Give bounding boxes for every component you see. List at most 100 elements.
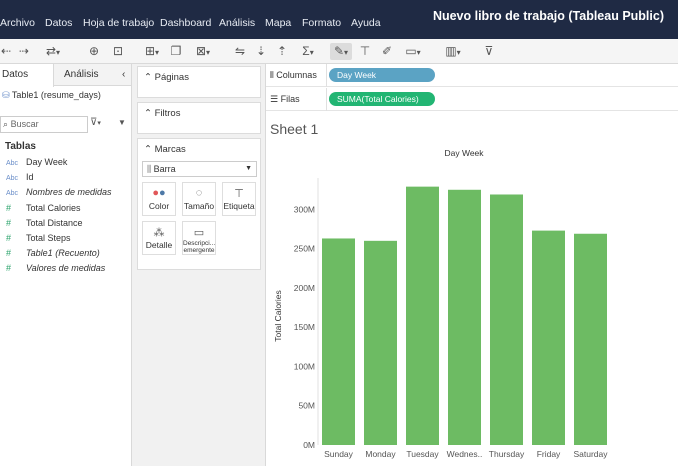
field-item[interactable]: Abc Id (6, 172, 34, 186)
marks-card-title: Marcas (154, 144, 186, 155)
pane-menu-dropdown-icon[interactable]: ▼ (118, 118, 126, 127)
columns-shelf[interactable]: ⫴ Columnas Day Week (266, 64, 678, 87)
undo-icon[interactable]: ⇠ (0, 44, 12, 58)
sheet-title: Sheet 1 (270, 121, 319, 137)
menu-formato[interactable]: Formato (302, 17, 342, 29)
menu-bar: Archivo Datos Hoja de trabajo Dashboard … (0, 0, 678, 39)
menu-archivo[interactable]: Archivo (0, 17, 36, 29)
y-tick-label: 100M (294, 361, 315, 371)
field-name: Valores de medidas (26, 263, 106, 273)
marks-tooltip-label: Descripci... emergente (183, 240, 216, 254)
highlight-icon[interactable]: ✎▾ (330, 43, 352, 60)
bar[interactable] (448, 189, 481, 445)
filter-fields-icon[interactable]: ⊽▾ (90, 117, 101, 128)
x-tick-label: Saturday (573, 449, 608, 459)
collapse-caret-icon[interactable]: ⌃ (144, 108, 152, 119)
menu-datos[interactable]: Datos (45, 17, 73, 29)
menu-mapa[interactable]: Mapa (265, 17, 292, 29)
rows-shelf[interactable]: ☰ Filas SUMA(Total Calories) (266, 88, 678, 111)
rows-icon: ☰ (270, 94, 279, 104)
marks-label-label: Etiqueta (223, 201, 255, 211)
field-name: Day Week (26, 157, 68, 167)
datasource-name: Table1 (resume_days) (11, 90, 101, 100)
field-search-input[interactable]: ⌕ Buscar (0, 116, 88, 133)
menu-dashboard[interactable]: Dashboard (160, 17, 212, 29)
presentation-icon[interactable]: ⊽ (484, 44, 494, 58)
duplicate-sheet-icon[interactable]: ❐ (170, 44, 182, 58)
y-tick-label: 150M (294, 322, 315, 332)
bar[interactable] (490, 194, 523, 445)
fit-icon[interactable]: ▭▾ (405, 44, 421, 58)
search-icon: ⌕ (3, 119, 9, 129)
data-pane: Datos Análisis ‹ ⛁ Table1 (resume_days) … (0, 64, 132, 466)
totals-icon[interactable]: Σ▾ (302, 44, 314, 58)
redo-icon[interactable]: ⇢ (18, 44, 30, 58)
bar[interactable] (406, 186, 439, 445)
cards-pane: ⌃ Páginas ⌃ Filtros ⌃ Marcas ⫼ Barra ▼ ●… (132, 64, 266, 466)
label-icon: ⊤ (234, 188, 244, 200)
detail-icon: ⁂ (153, 227, 165, 239)
y-axis-title: Total Calories (273, 290, 283, 342)
pause-updates-icon[interactable]: ⊡ (112, 44, 124, 58)
replay-icon[interactable]: ⇄▾ (45, 44, 61, 58)
sort-descending-icon[interactable]: ⇡ (276, 44, 288, 58)
show-labels-icon[interactable]: ⊤ (359, 44, 371, 58)
marks-size-button[interactable]: ◌ Tamaño (182, 182, 216, 216)
new-datasource-icon[interactable]: ⊕ (88, 44, 100, 58)
format-icon[interactable]: ✐ (381, 44, 393, 58)
shelf-divider (326, 64, 327, 87)
sort-ascending-icon[interactable]: ⇣ (255, 44, 267, 58)
menu-analisis[interactable]: Análisis (219, 17, 256, 29)
field-item[interactable]: # Table1 (Recuento) (6, 248, 100, 262)
bar[interactable] (574, 233, 607, 445)
new-worksheet-icon[interactable]: ⊞▾ (144, 44, 160, 58)
chevron-down-icon: ▼ (245, 165, 252, 172)
field-item[interactable]: Abc Nombres de medidas (6, 187, 112, 201)
x-tick-label: Friday (537, 449, 561, 459)
marks-detail-button[interactable]: ⁂ Detalle (142, 221, 176, 255)
bar-series (322, 186, 607, 445)
clear-sheet-icon[interactable]: ⊠▾ (195, 44, 211, 58)
tab-analisis[interactable]: Análisis (64, 69, 99, 80)
section-tables-title: Tablas (5, 141, 36, 152)
number-type-icon: # (6, 203, 12, 213)
field-name: Id (26, 172, 34, 182)
swap-icon[interactable]: ⇋ (234, 44, 246, 58)
field-item[interactable]: # Total Calories (6, 203, 81, 217)
marks-label-button[interactable]: ⊤ Etiqueta (222, 182, 256, 216)
pages-card[interactable]: ⌃ Páginas (137, 66, 261, 98)
tab-datos[interactable]: Datos (0, 64, 54, 87)
marks-tooltip-button[interactable]: ▭ Descripci... emergente (182, 221, 216, 255)
field-item[interactable]: # Total Distance (6, 218, 83, 232)
field-item[interactable]: # Total Steps (6, 233, 71, 247)
database-icon: ⛁ (2, 90, 10, 100)
mark-type-select[interactable]: ⫼ Barra ▼ (142, 161, 257, 177)
datasource-item[interactable]: ⛁ Table1 (resume_days) (2, 90, 101, 101)
bar[interactable] (364, 240, 397, 445)
string-type-icon: Abc (6, 175, 19, 182)
y-tick-label: 0M (303, 440, 315, 450)
filters-card-title: Filtros (154, 108, 181, 119)
show-me-icon[interactable]: ▥▾ (445, 44, 461, 58)
y-tick-label: 200M (294, 283, 315, 293)
rows-pill[interactable]: SUMA(Total Calories) (329, 92, 435, 106)
string-type-icon: Abc (6, 190, 19, 197)
field-item[interactable]: Abc Day Week (6, 157, 67, 171)
menu-hoja-de-trabajo[interactable]: Hoja de trabajo (83, 17, 155, 29)
filters-card[interactable]: ⌃ Filtros (137, 102, 261, 134)
pages-card-header: ⌃ Páginas (144, 72, 189, 83)
collapse-caret-icon[interactable]: ⌃ (144, 144, 152, 155)
x-tick-label: Monday (365, 449, 396, 459)
color-dots-icon: ●● (152, 187, 166, 199)
columns-pill[interactable]: Day Week (329, 68, 435, 82)
menu-ayuda[interactable]: Ayuda (351, 17, 381, 29)
collapse-pane-icon[interactable]: ‹ (122, 69, 126, 80)
bar[interactable] (532, 230, 565, 445)
marks-detail-label: Detalle (145, 240, 173, 250)
collapse-caret-icon[interactable]: ⌃ (144, 72, 152, 83)
marks-color-button[interactable]: ●● Color (142, 182, 176, 216)
x-axis: Sunday Monday Tuesday Wednes.. Thursday Frida… (324, 449, 608, 459)
mark-type-value: Barra (153, 164, 176, 174)
field-item[interactable]: # Valores de medidas (6, 263, 105, 277)
bar[interactable] (322, 238, 355, 445)
